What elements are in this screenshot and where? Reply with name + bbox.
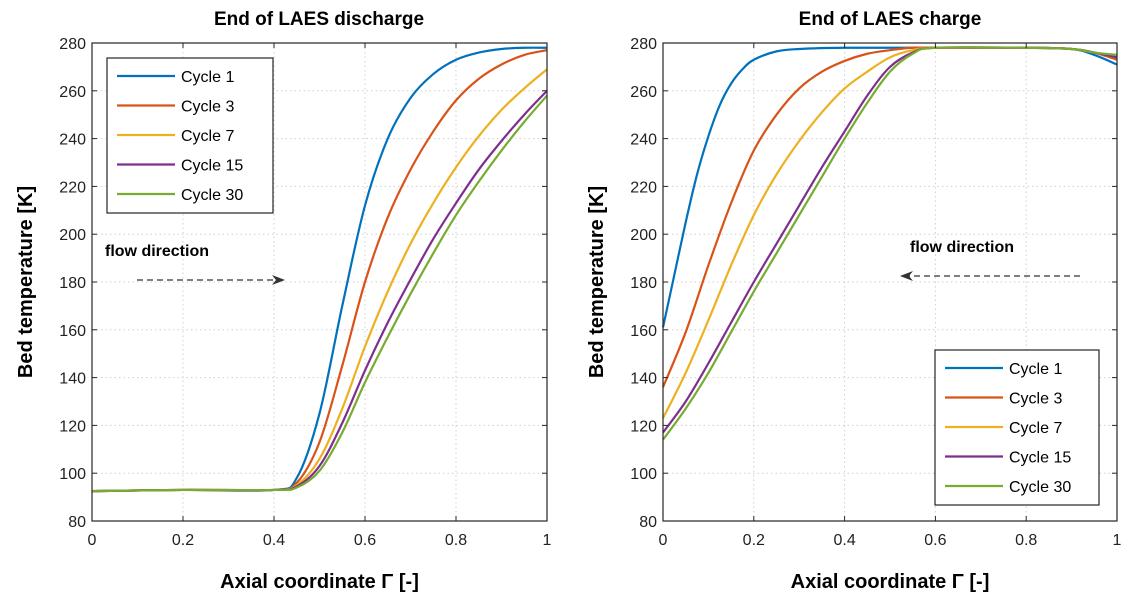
legend: Cycle 1 Cycle 3 Cycle 7 Cycle 15 Cycle 30 — [106, 57, 274, 214]
y-tick-label: 180 — [630, 275, 657, 292]
y-tick-label: 260 — [59, 84, 86, 101]
chart-charge: 0 0.2 0.4 0.6 0.8 180100120140160180200220240… — [586, 9, 1122, 593]
y-tick-label: 220 — [630, 179, 657, 196]
y-tick-label: 240 — [630, 132, 657, 149]
x-tick-label: 0.8 — [1015, 532, 1037, 549]
y-tick-label: 280 — [59, 36, 86, 53]
y-tick-label: 140 — [59, 371, 86, 388]
x-tick-label: 0.4 — [263, 532, 285, 549]
x-tick-label: 0.6 — [924, 532, 946, 549]
x-tick-label: 1 — [543, 532, 552, 549]
chart-title: End of LAES discharge — [214, 9, 424, 30]
legend-label: Cycle 15 — [181, 158, 243, 175]
y-axis-label: Bed temperature [K] — [586, 186, 608, 378]
legend-label: Cycle 7 — [181, 128, 234, 145]
y-tick-label: 160 — [59, 323, 86, 340]
x-tick-label: 0 — [88, 532, 97, 549]
flow-arrow-head-icon — [272, 275, 285, 285]
x-axis-label: Axial coordinate Γ [-] — [791, 571, 990, 593]
x-tick-label: 0.2 — [172, 532, 194, 549]
y-axis-label: Bed temperature [K] — [15, 186, 37, 378]
y-tick-label: 240 — [59, 132, 86, 149]
x-tick-label: 0 — [659, 532, 668, 549]
y-tick-label: 120 — [630, 418, 657, 435]
annotation-text: flow direction — [910, 239, 1014, 256]
series-line-cycle-30 — [91, 94, 548, 493]
legend-label: Cycle 1 — [1009, 361, 1062, 378]
legend-label: Cycle 30 — [1009, 479, 1071, 496]
y-tick-label: 260 — [630, 84, 657, 101]
y-tick-label: 200 — [630, 227, 657, 244]
series-line-cycle-30 — [662, 46, 1118, 441]
y-tick-label: 100 — [59, 466, 86, 483]
legend: Cycle 1 Cycle 3 Cycle 7 Cycle 15 Cycle 30 — [934, 349, 1100, 506]
flow-arrow-head-icon — [900, 271, 913, 281]
y-tick-label: 80 — [68, 514, 86, 531]
x-tick-label: 0.2 — [743, 532, 765, 549]
x-tick-label: 0.8 — [445, 532, 467, 549]
chart-discharge: 0 0.2 0.4 0.6 0.8 180100120140160180200220240… — [15, 9, 552, 593]
x-tick-label: 0.4 — [833, 532, 855, 549]
x-axis-label: Axial coordinate Γ [-] — [220, 571, 419, 593]
legend-label: Cycle 15 — [1009, 450, 1071, 467]
legend-label: Cycle 30 — [181, 187, 243, 204]
y-tick-label: 120 — [59, 418, 86, 435]
y-tick-label: 100 — [630, 466, 657, 483]
y-tick-label: 180 — [59, 275, 86, 292]
y-tick-label: 160 — [630, 323, 657, 340]
y-tick-label: 140 — [630, 371, 657, 388]
y-tick-label: 200 — [59, 227, 86, 244]
legend-label: Cycle 7 — [1009, 420, 1062, 437]
x-tick-label: 0.6 — [354, 532, 376, 549]
annotation-text: flow direction — [105, 243, 209, 260]
y-tick-label: 280 — [630, 36, 657, 53]
legend-label: Cycle 3 — [1009, 391, 1062, 408]
legend-label: Cycle 1 — [181, 69, 234, 86]
y-tick-label: 80 — [639, 514, 657, 531]
chart-title: End of LAES charge — [799, 9, 982, 30]
x-tick-label: 1 — [1113, 532, 1122, 549]
legend-label: Cycle 3 — [181, 99, 234, 116]
y-tick-label: 220 — [59, 179, 86, 196]
